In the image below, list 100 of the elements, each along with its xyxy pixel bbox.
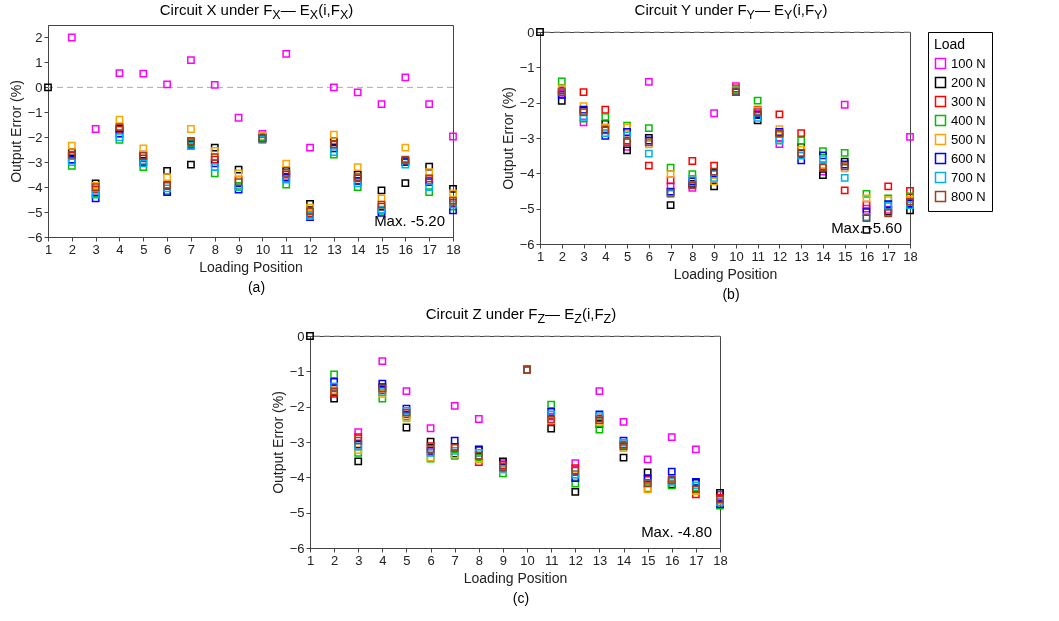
y-tick-label: −2 (27, 129, 43, 145)
y-tick-label: −4 (289, 469, 305, 485)
y-axis-title: Output Error (%) (269, 391, 286, 494)
y-tick-label: −6 (289, 540, 305, 556)
x-tick-label: 12 (772, 248, 788, 264)
x-tick-label: 18 (446, 241, 461, 257)
chart-title: Circuit Z under F$_{Z}$— E$_{Z}$(i,F$_{Z}$) (424, 304, 618, 326)
x-tick-label: 11 (751, 248, 765, 264)
x-tick-label: 6 (164, 241, 172, 257)
x-tick-label: 8 (689, 248, 697, 264)
y-tick-label: −5 (27, 204, 43, 220)
x-tick-label: 16 (398, 241, 414, 257)
x-axis-title: Loading Position (463, 569, 568, 586)
y-tick-label: 0 (527, 24, 535, 40)
legend-label: 800 N (951, 188, 986, 204)
y-tick-label: 1 (35, 54, 43, 70)
y-tick-label: −1 (289, 363, 305, 379)
y-tick-label: −5 (519, 201, 535, 217)
y-tick-label: −4 (27, 179, 43, 195)
x-tick-label: 4 (116, 241, 124, 257)
x-tick-label: 2 (68, 241, 76, 257)
x-tick-label: 12 (568, 552, 584, 568)
legend-label: 600 N (951, 150, 986, 166)
x-tick-label: 5 (140, 241, 148, 257)
x-tick-label: 7 (667, 248, 675, 264)
chart-title: Circuit X under F$_{X}$— E$_{X}$(i,F$_{X}$) (158, 0, 355, 22)
text: (a) (246, 279, 267, 297)
legend-label: 200 N (951, 74, 986, 90)
x-tick-label: 18 (713, 552, 728, 568)
y-tick-label: 0 (297, 328, 305, 344)
x-tick-label: 5 (403, 552, 411, 568)
y-tick-label: −6 (519, 236, 535, 252)
x-tick-label: 15 (837, 248, 853, 264)
x-tick-label: 14 (350, 241, 366, 257)
chart-title: Circuit Y under F$_{Y}$— E$_{Y}$(i,F$_{Y}$) (633, 0, 829, 22)
y-tick-label: −2 (519, 95, 535, 111)
x-tick-label: 14 (816, 248, 831, 264)
x-tick-label: 15 (374, 241, 390, 257)
annotation: Max. -4.80 (641, 523, 712, 540)
x-tick-label: 7 (451, 552, 459, 568)
x-tick-label: 9 (499, 552, 508, 568)
x-tick-label: 3 (92, 241, 100, 257)
x-tick-label: 12 (303, 241, 318, 257)
x-tick-label: 15 (640, 552, 656, 568)
x-tick-label: 17 (689, 552, 704, 568)
x-tick-label: 5 (623, 248, 632, 264)
x-tick-label: 17 (422, 241, 437, 257)
text: (b) (721, 286, 741, 304)
x-tick-label: 9 (235, 241, 243, 257)
legend-label: 100 N (951, 55, 986, 71)
y-tick-label: −5 (289, 505, 305, 521)
text: (c) (511, 590, 531, 608)
x-tick-label: 16 (665, 552, 680, 568)
x-tick-label: 2 (331, 552, 339, 568)
x-tick-label: 2 (558, 248, 566, 264)
y-tick-label: −1 (27, 104, 43, 120)
x-tick-label: 4 (602, 248, 610, 264)
legend-label: 300 N (951, 93, 986, 109)
y-tick-label: −2 (289, 399, 305, 415)
y-tick-label: 0 (35, 79, 43, 95)
y-tick-label: −4 (519, 165, 535, 181)
annotation: Max. -5.60 (831, 219, 902, 236)
x-tick-label: 16 (859, 248, 875, 264)
x-tick-label: 3 (580, 248, 588, 264)
x-axis-title: Loading Position (673, 265, 778, 282)
x-tick-label: 7 (187, 241, 196, 257)
x-tick-label: 10 (255, 241, 271, 257)
x-tick-label: 13 (327, 241, 342, 257)
x-tick-label: 10 (520, 552, 535, 568)
legend-label: 500 N (951, 131, 986, 147)
x-tick-label: 6 (427, 552, 435, 568)
y-tick-label: −1 (519, 59, 535, 75)
x-tick-label: 1 (306, 552, 315, 568)
y-axis-title: Output Error (%) (7, 80, 24, 183)
x-tick-label: 8 (211, 241, 219, 257)
x-tick-label: 4 (379, 552, 387, 568)
x-tick-label: 9 (711, 248, 719, 264)
y-tick-label: −6 (27, 229, 43, 245)
x-tick-label: 13 (794, 248, 809, 264)
x-tick-label: 10 (729, 248, 744, 264)
y-tick-label: 2 (35, 29, 43, 45)
y-axis-title: Output Error (%) (499, 87, 516, 190)
x-tick-label: 1 (536, 248, 545, 264)
x-tick-label: 18 (903, 248, 918, 264)
y-tick-label: −3 (519, 130, 535, 146)
x-tick-label: 14 (616, 552, 632, 568)
x-tick-label: 11 (279, 241, 294, 257)
x-tick-label: 13 (592, 552, 608, 568)
legend-label: 400 N (951, 112, 986, 128)
legend-title: Load (934, 36, 966, 52)
x-tick-label: 17 (881, 248, 896, 264)
x-tick-label: 3 (355, 552, 363, 568)
y-tick-label: −3 (27, 154, 43, 170)
annotation: Max. -5.20 (374, 212, 445, 229)
legend-label: 700 N (951, 169, 986, 185)
y-tick-label: −3 (289, 434, 305, 450)
x-axis-title: Loading Position (199, 258, 303, 275)
x-tick-label: 8 (475, 552, 483, 568)
x-tick-label: 6 (645, 248, 653, 264)
x-tick-label: 11 (544, 552, 559, 568)
